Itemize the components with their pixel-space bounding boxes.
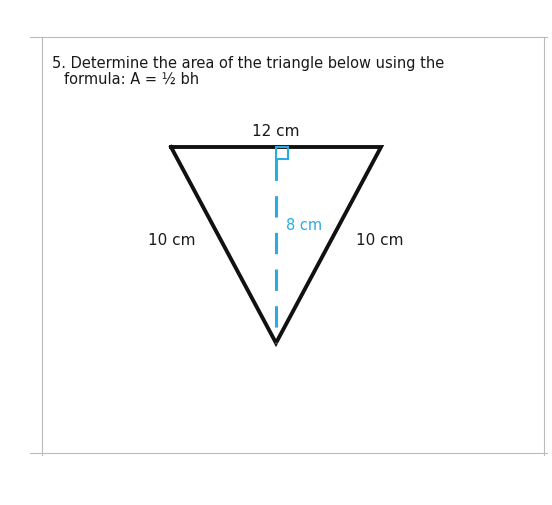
Text: 8 cm: 8 cm	[286, 218, 322, 233]
Text: formula: A = ½ bh: formula: A = ½ bh	[64, 72, 199, 87]
Bar	[276, 147, 288, 160]
Text: 10 cm: 10 cm	[357, 233, 404, 248]
Text: 10 cm: 10 cm	[148, 233, 195, 248]
Text: 12 cm: 12 cm	[252, 124, 300, 139]
Text: 5. Determine the area of the triangle below using the: 5. Determine the area of the triangle be…	[52, 56, 444, 71]
